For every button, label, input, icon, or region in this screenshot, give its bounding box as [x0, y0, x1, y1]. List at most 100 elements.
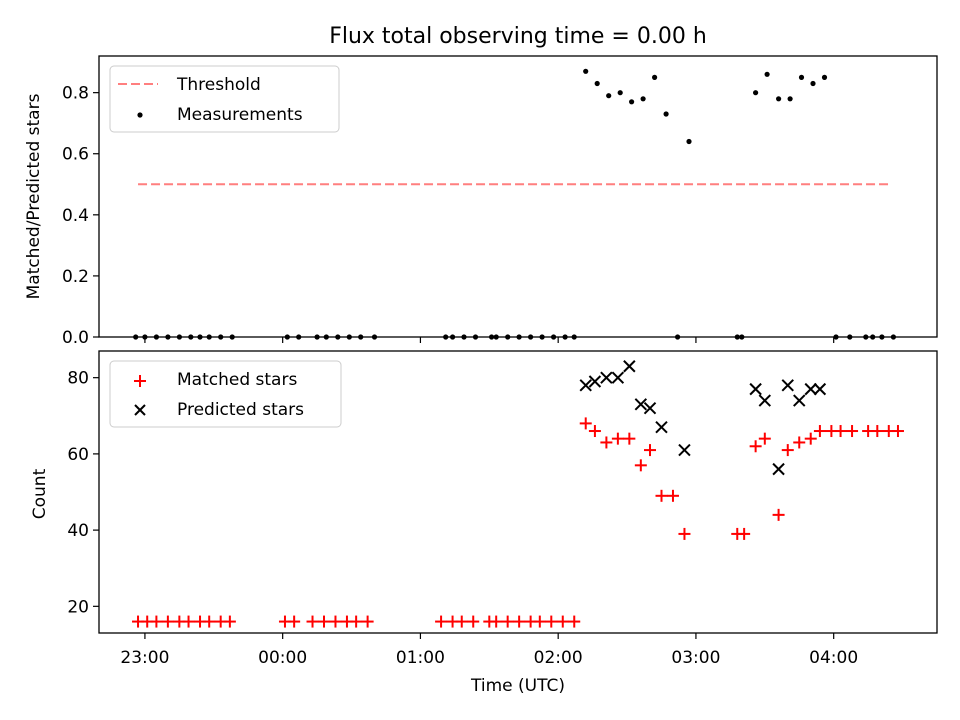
- legend-matched-swatch: [134, 375, 146, 387]
- matched-star-point: [611, 432, 624, 445]
- top-y-axis-label: Matched/Predicted stars: [24, 93, 44, 299]
- measurement-point: [764, 71, 770, 77]
- top-y-tick-label: 0.2: [62, 267, 89, 287]
- measurement-point: [617, 90, 623, 96]
- matched-star-point: [161, 615, 174, 628]
- matched-star-point: [772, 508, 785, 521]
- top-y-tick-label: 0.4: [62, 206, 89, 226]
- matched-star-point: [435, 615, 448, 628]
- legend-threshold-label: Threshold: [176, 75, 261, 95]
- predicted-star-point: [588, 375, 602, 388]
- bottom-y-axis-label: Count: [30, 468, 50, 519]
- measurement-point: [594, 80, 600, 87]
- bottom-legend: Matched stars Predicted stars: [109, 360, 342, 428]
- predicted-star-point: [678, 443, 691, 457]
- predicted-star-point: [634, 398, 648, 411]
- predicted-star-point: [758, 394, 772, 407]
- matched-star-point: [513, 615, 526, 628]
- matched-star-point: [317, 615, 330, 628]
- predicted-star-point: [793, 394, 806, 407]
- measurement-point: [583, 68, 589, 74]
- bottom-y-tick-label: 60: [67, 445, 89, 465]
- matched-star-point: [467, 615, 480, 628]
- matched-star-point: [871, 425, 884, 438]
- measurement-point: [629, 99, 635, 105]
- matched-star-point: [568, 615, 581, 628]
- measurement-point: [606, 93, 612, 99]
- predicted-star-point: [781, 379, 794, 392]
- matched-star-point: [623, 432, 636, 445]
- matched-star-point: [644, 444, 657, 457]
- matched-star-point: [579, 417, 592, 430]
- predicted-star-point: [600, 371, 613, 384]
- top-y-tick-label: 0.6: [62, 145, 89, 165]
- measurement-point: [798, 74, 805, 80]
- matched-star-point: [666, 489, 679, 502]
- matched-star-point: [804, 432, 817, 445]
- predicted-star-point: [813, 382, 827, 396]
- legend-predicted-swatch: [134, 404, 146, 416]
- measurement-point: [652, 74, 658, 80]
- matched-star-point: [758, 432, 771, 445]
- matched-star-point: [556, 615, 569, 628]
- predicted-star-point: [655, 421, 668, 434]
- matched-star-point: [545, 615, 558, 628]
- top-y-tick-label: 0.0: [62, 328, 89, 348]
- matched-star-point: [588, 425, 601, 438]
- matched-star-point: [490, 615, 503, 628]
- measurement-point: [776, 96, 782, 102]
- legend-predicted-label: Predicted stars: [177, 400, 304, 420]
- matched-star-point: [501, 615, 514, 628]
- legend-matched-label: Matched stars: [177, 370, 297, 390]
- matched-star-point: [203, 615, 216, 628]
- bottom-y-tick-label: 20: [67, 597, 89, 617]
- matched-star-point: [634, 459, 647, 472]
- matched-star-point: [891, 425, 904, 438]
- matched-star-point: [223, 615, 236, 628]
- predicted-star-point: [749, 382, 762, 396]
- matched-star-point: [150, 615, 163, 628]
- measurement-point: [810, 80, 816, 87]
- top-panel: 0.00.20.40.60.8 Matched/Predicted stars …: [24, 55, 938, 348]
- matched-star-point: [813, 425, 826, 438]
- predicted-star-point: [579, 379, 592, 392]
- top-plot-frame: [98, 55, 938, 338]
- matched-star-point: [533, 615, 546, 628]
- x-tick-label: 03:00: [671, 648, 720, 668]
- matched-star-point: [738, 527, 751, 540]
- x-tick-label: 00:00: [258, 648, 307, 668]
- bottom-y-tick-label: 40: [67, 521, 89, 541]
- matched-star-point: [182, 615, 195, 628]
- predicted-star-point: [611, 371, 625, 384]
- matched-star-point: [655, 489, 668, 502]
- matched-star-point: [846, 425, 859, 438]
- x-tick-label: 04:00: [809, 648, 858, 668]
- legend-measurements-label: Measurements: [177, 105, 303, 125]
- top-legend: Threshold Measurements: [109, 65, 340, 133]
- measurement-point: [787, 96, 793, 102]
- matched-star-point: [455, 615, 468, 628]
- top-y-tick-label: 0.8: [62, 84, 89, 104]
- matched-star-point: [749, 440, 762, 453]
- bottom-plot-frame: [98, 350, 938, 634]
- measurement-point: [821, 74, 828, 80]
- measurement-point: [753, 90, 759, 96]
- measurement-point: [663, 111, 669, 117]
- predicted-star-point: [804, 382, 817, 396]
- predicted-star-point: [643, 401, 657, 415]
- matched-star-point: [306, 615, 319, 628]
- measurement-point: [640, 96, 646, 102]
- x-axis-label: Time (UTC): [470, 676, 565, 696]
- predicted-star-point: [772, 462, 785, 476]
- chart-title: Flux total observing time = 0.00 h: [329, 24, 707, 49]
- x-tick-label: 01:00: [396, 648, 445, 668]
- x-tick-label: 02:00: [534, 648, 583, 668]
- matched-star-point: [350, 615, 363, 628]
- predicted-star-point: [623, 360, 636, 373]
- legend-measurements-swatch: [137, 112, 143, 118]
- x-tick-label: 23:00: [120, 648, 169, 668]
- matched-star-point: [288, 615, 301, 628]
- matched-star-point: [834, 425, 847, 438]
